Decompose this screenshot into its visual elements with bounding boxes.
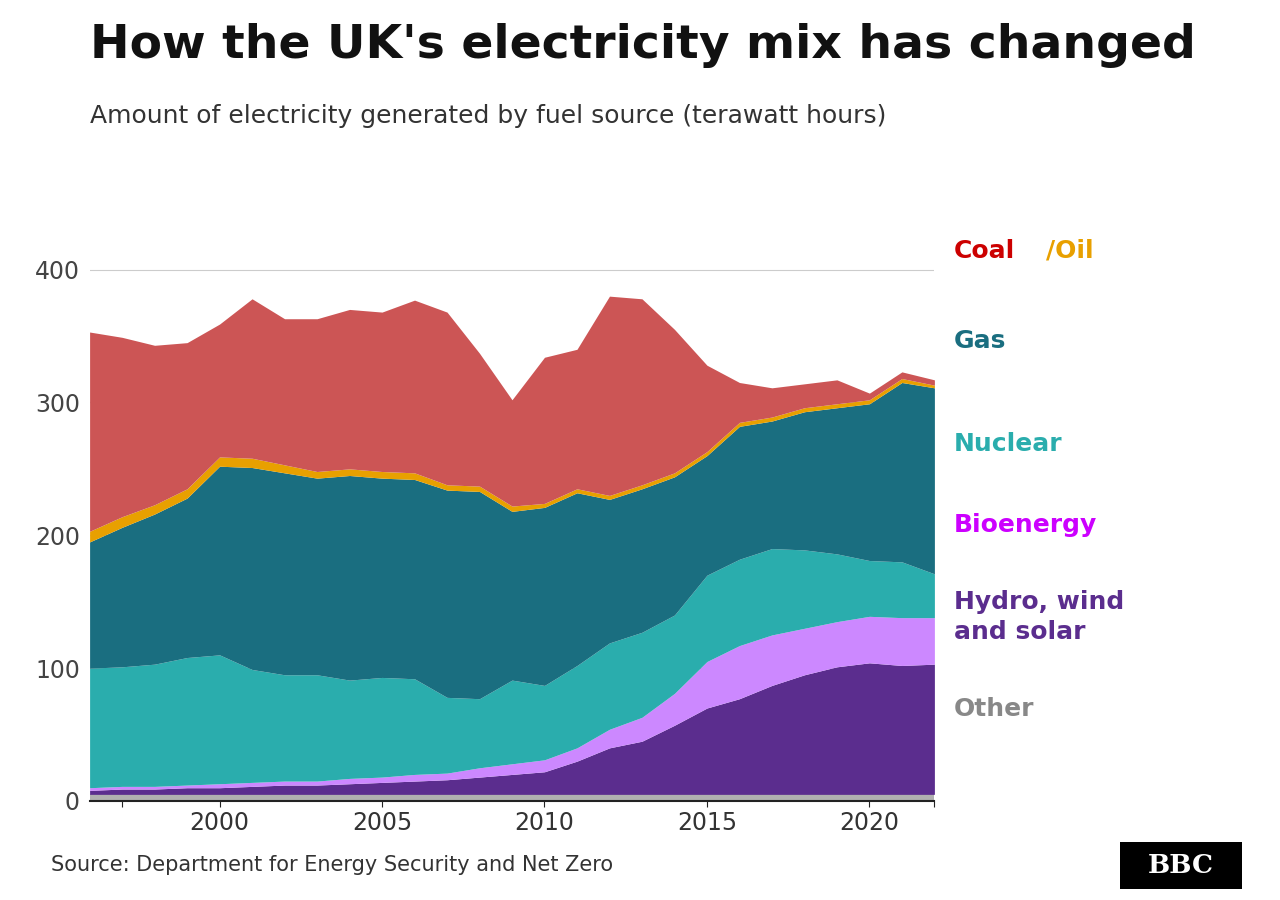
- Text: How the UK's electricity mix has changed: How the UK's electricity mix has changed: [90, 22, 1196, 68]
- Text: Coal: Coal: [954, 238, 1015, 263]
- Text: BBC: BBC: [1148, 853, 1213, 878]
- Text: Bioenergy: Bioenergy: [954, 513, 1097, 537]
- Text: /Oil: /Oil: [1046, 238, 1093, 263]
- Text: Hydro, wind
and solar: Hydro, wind and solar: [954, 590, 1124, 644]
- Text: Gas: Gas: [954, 328, 1006, 353]
- Text: Amount of electricity generated by fuel source (terawatt hours): Amount of electricity generated by fuel …: [90, 104, 886, 128]
- Text: Source: Department for Energy Security and Net Zero: Source: Department for Energy Security a…: [51, 855, 613, 875]
- Text: Nuclear: Nuclear: [954, 432, 1062, 456]
- Text: Other: Other: [954, 698, 1034, 722]
